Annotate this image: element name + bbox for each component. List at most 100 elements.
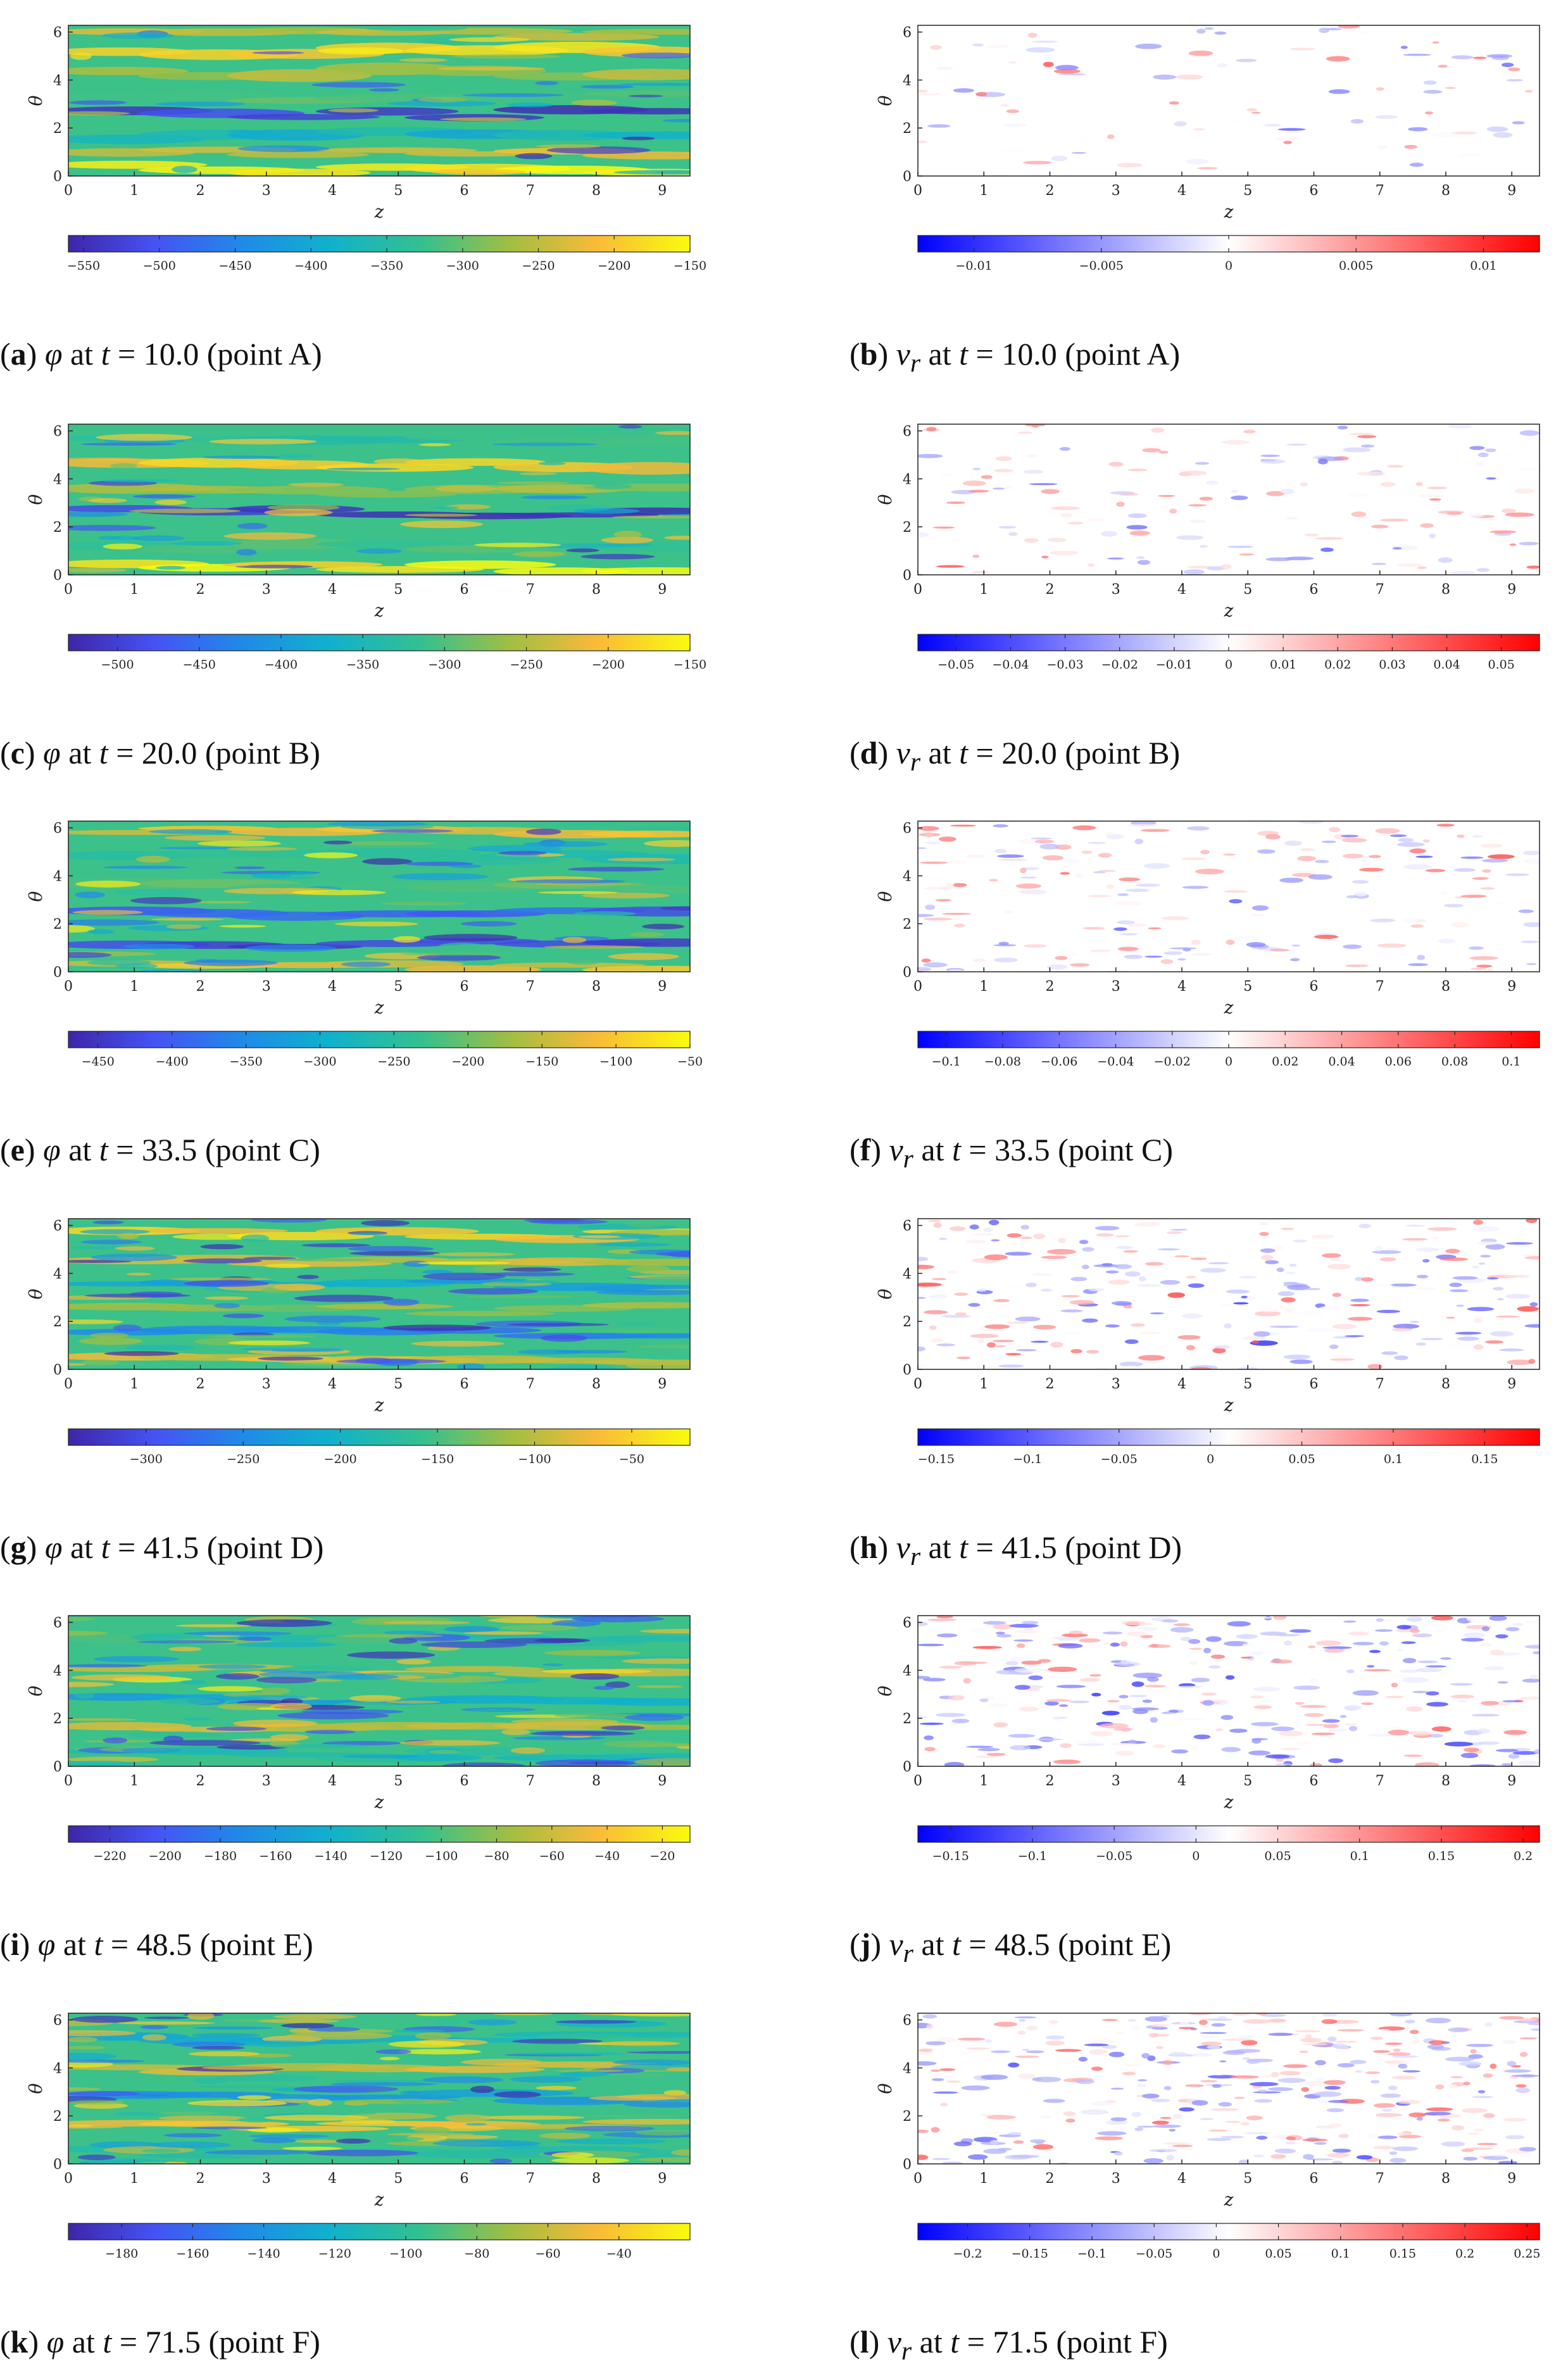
x-tick-label: 2	[196, 183, 204, 199]
x-tick-label: 5	[394, 183, 403, 199]
x-tick-label: 6	[460, 582, 468, 598]
perturbation-blob	[1264, 123, 1281, 127]
perturbation-blob	[1368, 2132, 1379, 2139]
fine-streak	[535, 2085, 577, 2090]
perturbation-blob	[1348, 492, 1369, 498]
perturbation-blob	[948, 860, 967, 864]
fine-streak	[627, 826, 690, 830]
fine-streak	[601, 2040, 680, 2046]
perturbation-blob	[1461, 2149, 1474, 2152]
fine-streak	[68, 111, 130, 116]
perturbation-blob	[1148, 927, 1162, 929]
perturbation-blob	[1084, 2043, 1109, 2047]
perturbation-blob	[1457, 1336, 1479, 1341]
perturbation-blob	[1338, 25, 1360, 29]
colorbar-tick-label: −0.02	[1101, 658, 1138, 672]
perturbation-blob	[1400, 46, 1408, 49]
x-tick-label: 2	[1045, 582, 1054, 598]
fine-streak	[90, 1333, 129, 1338]
fine-streak	[382, 1621, 470, 1625]
fine-streak	[282, 2146, 342, 2151]
perturbation-blob	[1394, 1355, 1408, 1360]
perturbation-blob	[1359, 32, 1370, 34]
fine-streak	[511, 2039, 603, 2044]
fine-streak	[103, 1737, 128, 1744]
perturbation-blob	[950, 824, 977, 827]
perturbation-blob	[1342, 853, 1364, 858]
perturbation-blob	[972, 1645, 1002, 1649]
perturbation-blob	[1106, 884, 1114, 889]
fine-streak	[68, 1319, 123, 1324]
perturbation-blob	[1142, 1699, 1152, 1703]
x-tick-label: 8	[1441, 1376, 1450, 1392]
x-tick-label: 6	[460, 1773, 468, 1789]
heatmap-field	[918, 25, 1540, 176]
fine-streak	[664, 536, 690, 540]
perturbation-blob	[1225, 2120, 1241, 2123]
perturbation-blob	[1505, 512, 1534, 517]
colorbar-tick-label: −150	[674, 658, 706, 672]
perturbation-blob	[1019, 2019, 1026, 2022]
perturbation-blob	[1438, 938, 1455, 944]
perturbation-blob	[1393, 547, 1402, 550]
perturbation-blob	[1117, 163, 1143, 168]
perturbation-blob	[1056, 1685, 1086, 1688]
fine-streak	[615, 1322, 660, 1326]
perturbation-blob	[1477, 452, 1489, 458]
perturbation-blob	[1354, 2070, 1363, 2073]
colorbar-tick-label: 0.05	[1265, 2247, 1291, 2261]
perturbation-blob	[1260, 1255, 1274, 1260]
colorbar	[917, 1825, 1540, 1843]
perturbation-blob	[1518, 909, 1534, 914]
perturbation-blob	[1179, 470, 1207, 476]
fine-streak	[115, 1246, 155, 1251]
perturbation-blob	[972, 555, 980, 558]
fine-streak	[251, 1219, 327, 1223]
perturbation-blob	[1043, 2099, 1065, 2103]
axes-frame	[68, 820, 691, 972]
perturbation-blob	[1177, 1335, 1201, 1340]
fine-streak	[415, 2032, 452, 2040]
perturbation-blob	[991, 173, 1010, 176]
perturbation-blob	[1150, 1312, 1164, 1315]
perturbation-blob	[1426, 1691, 1439, 1696]
perturbation-blob	[993, 957, 1018, 963]
perturbation-blob	[918, 1264, 934, 1269]
perturbation-blob	[936, 2037, 956, 2043]
fine-streak	[524, 1219, 585, 1222]
perturbation-blob	[1058, 1643, 1083, 1649]
perturbation-blob	[1379, 1257, 1396, 1262]
perturbation-blob	[1145, 1262, 1164, 1266]
fine-streak	[110, 536, 140, 541]
perturbation-blob	[1497, 1298, 1504, 1300]
perturbation-blob	[1014, 1668, 1044, 1673]
perturbation-blob	[1315, 537, 1344, 540]
perturbation-blob	[1126, 1631, 1148, 1637]
fine-streak	[400, 952, 511, 956]
perturbation-blob	[1236, 58, 1257, 63]
x-tick-label: 8	[592, 183, 601, 199]
y-tick-label: 0	[53, 1362, 62, 1378]
colorbar-tick-label: −250	[227, 1452, 260, 1466]
fine-streak	[380, 902, 468, 906]
perturbation-blob	[951, 883, 967, 888]
perturbation-blob	[1383, 2061, 1402, 2063]
colorbar-tick-label: −0.04	[992, 658, 1029, 672]
colorbar-tick-label: 0.05	[1288, 1452, 1315, 1466]
perturbation-blob	[1105, 832, 1116, 836]
perturbation-blob	[1119, 1704, 1132, 1710]
perturbation-blob	[1225, 1675, 1235, 1680]
perturbation-blob	[993, 2021, 1018, 2027]
x-tick-label: 6	[460, 2171, 468, 2187]
y-axis-label: θ	[875, 494, 896, 505]
perturbation-blob	[1327, 2152, 1350, 2158]
fine-streak	[236, 549, 257, 556]
perturbation-blob	[1138, 1331, 1161, 1335]
fine-streak	[482, 1272, 575, 1276]
fine-streak	[336, 1359, 446, 1364]
fine-streak	[495, 1280, 561, 1283]
perturbation-blob	[1474, 2128, 1483, 2132]
